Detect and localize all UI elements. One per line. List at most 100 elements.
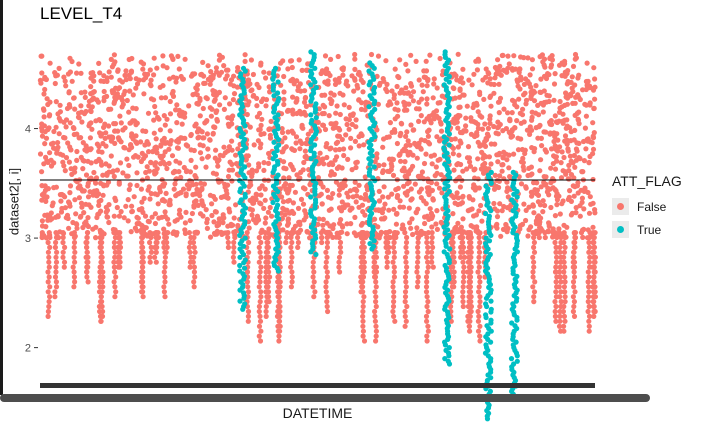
true-point (270, 199, 276, 206)
false-point (108, 153, 114, 159)
false-point (534, 191, 540, 197)
false-point (349, 167, 355, 173)
false-point (324, 239, 330, 246)
false-point (140, 77, 147, 83)
false-point (429, 161, 435, 167)
false-point (381, 162, 387, 168)
false-point (294, 172, 300, 178)
false-point (41, 161, 47, 167)
false-point (458, 140, 464, 146)
false-point (88, 84, 94, 90)
false-point (505, 110, 511, 116)
false-point (392, 66, 398, 72)
false-point (84, 234, 90, 241)
false-point (96, 202, 102, 208)
false-point (359, 220, 366, 227)
false-point (538, 157, 544, 163)
false-point (437, 100, 443, 106)
false-point (579, 195, 586, 201)
false-point (336, 79, 342, 85)
false-point (320, 222, 326, 228)
true-point (367, 241, 373, 247)
false-point (56, 131, 62, 137)
false-point (562, 279, 568, 285)
false-point (323, 259, 329, 265)
false-point (117, 244, 124, 250)
false-point (174, 120, 180, 126)
false-point (328, 206, 334, 212)
false-point (233, 202, 239, 208)
false-point (301, 159, 307, 166)
false-point (458, 75, 464, 81)
false-point (117, 113, 123, 119)
false-point (257, 318, 264, 324)
false-point (360, 89, 366, 95)
true-point (238, 197, 244, 203)
false-point (432, 173, 438, 179)
false-point (460, 80, 466, 86)
false-point (590, 120, 596, 126)
false-point (129, 131, 135, 137)
false-point (456, 174, 462, 180)
false-point (225, 121, 231, 127)
false-point (288, 230, 294, 236)
false-point (245, 219, 252, 225)
false-point (281, 101, 287, 108)
false-point (384, 249, 390, 255)
true-point (308, 112, 314, 118)
false-point (450, 151, 456, 157)
false-point (437, 55, 443, 62)
false-point (207, 137, 213, 143)
false-point (426, 141, 433, 147)
false-point (133, 85, 139, 91)
false-point (61, 163, 67, 169)
false-point (530, 254, 536, 260)
false-point (403, 61, 409, 67)
false-point (355, 85, 361, 91)
false-point (551, 81, 558, 87)
false-point (537, 122, 543, 128)
false-point (577, 96, 583, 103)
false-point (429, 254, 435, 260)
false-point (190, 192, 196, 198)
false-point (281, 89, 287, 95)
false-point (589, 140, 595, 146)
false-point (256, 244, 262, 250)
false-point (571, 269, 577, 275)
false-point (163, 249, 169, 255)
false-point (501, 203, 507, 210)
false-point (426, 192, 432, 198)
false-point (142, 213, 149, 219)
false-point (277, 328, 283, 334)
false-point (491, 81, 497, 88)
false-point (536, 112, 542, 118)
false-point (451, 279, 457, 285)
false-point (357, 72, 363, 78)
false-point (124, 156, 130, 162)
true-point (271, 139, 277, 145)
false-point (408, 93, 414, 99)
false-point (389, 88, 395, 94)
false-point (590, 146, 597, 152)
false-point (46, 254, 52, 260)
false-point (231, 249, 237, 255)
false-point (339, 199, 345, 205)
false-point (254, 192, 260, 198)
false-point (586, 318, 592, 324)
false-point (258, 141, 264, 147)
false-point (412, 181, 418, 187)
false-point (90, 89, 96, 96)
false-point (46, 230, 52, 236)
false-point (265, 239, 271, 246)
false-point (140, 269, 146, 275)
false-point (232, 234, 238, 241)
false-point (138, 158, 144, 165)
false-point (585, 138, 591, 144)
false-point (164, 116, 170, 122)
legend-label-true: True (637, 222, 662, 237)
false-point (415, 259, 421, 265)
false-point (135, 154, 141, 160)
false-point (317, 150, 323, 156)
horizontal-scrollbar[interactable] (0, 394, 650, 402)
false-point (120, 170, 126, 176)
